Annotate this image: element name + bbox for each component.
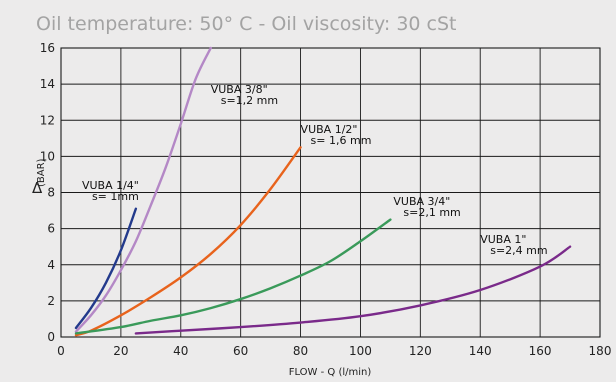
y-tick-2: 2 bbox=[47, 294, 55, 308]
y-tick-12: 12 bbox=[40, 113, 55, 127]
y-tick-16: 16 bbox=[40, 41, 55, 55]
annotation-subtitle-4: s=2,4 mm bbox=[490, 244, 547, 257]
series-annotations: VUBA 1/4"s= 1mm VUBA 3/8"s=1,2 mm VUBA 1/2… bbox=[82, 83, 548, 257]
annotation-title-2: VUBA 1/2" bbox=[301, 123, 358, 136]
annotation-title-1: VUBA 3/8" bbox=[211, 83, 268, 96]
y-tick-10: 10 bbox=[40, 149, 55, 163]
grid bbox=[60, 47, 601, 338]
plot-frame bbox=[60, 47, 601, 338]
x-axis-label: FLOW - Q (l/min) bbox=[289, 367, 372, 378]
annotation-subtitle-3: s=2,1 mm bbox=[403, 206, 460, 219]
x-tick-100: 100 bbox=[349, 344, 372, 358]
series-line-3 bbox=[74, 218, 392, 335]
y-axis-unit: (BAR) bbox=[36, 158, 47, 187]
x-tick-20: 20 bbox=[113, 344, 128, 358]
y-tick-6: 6 bbox=[47, 222, 55, 236]
x-tick-0: 0 bbox=[57, 344, 65, 358]
y-tick-8: 8 bbox=[47, 186, 55, 200]
annotation-title-3: VUBA 3/4" bbox=[393, 195, 450, 208]
y-tick-0: 0 bbox=[47, 330, 55, 344]
y-tick-4: 4 bbox=[47, 258, 55, 272]
annotation-subtitle-1: s=1,2 mm bbox=[221, 94, 278, 107]
annotation-title-4: VUBA 1" bbox=[480, 233, 526, 246]
series-lines bbox=[74, 46, 572, 337]
x-tick-180: 180 bbox=[589, 344, 612, 358]
y-tick-labels: 0 2 4 6 8 10 12 14 16 bbox=[40, 41, 55, 344]
x-tick-labels: 0 20 40 60 80 100 120 140 160 180 bbox=[57, 344, 611, 358]
x-tick-120: 120 bbox=[409, 344, 432, 358]
series-line-2 bbox=[74, 146, 302, 337]
chart-title: Oil temperature: 50° C - Oil viscosity: … bbox=[36, 13, 457, 35]
x-tick-140: 140 bbox=[469, 344, 492, 358]
annotation-subtitle-0: s= 1mm bbox=[92, 190, 139, 203]
x-tick-60: 60 bbox=[233, 344, 248, 358]
series-line-4 bbox=[134, 245, 572, 335]
annotation-subtitle-2: s= 1,6 mm bbox=[311, 134, 372, 147]
y-tick-14: 14 bbox=[40, 77, 55, 91]
series-line-1 bbox=[74, 46, 212, 333]
y-axis-symbol: Δ bbox=[32, 179, 43, 197]
annotation-title-0: VUBA 1/4" bbox=[82, 179, 139, 192]
x-tick-160: 160 bbox=[529, 344, 552, 358]
series-line-0 bbox=[74, 207, 138, 330]
x-tick-80: 80 bbox=[293, 344, 308, 358]
x-tick-40: 40 bbox=[173, 344, 188, 358]
